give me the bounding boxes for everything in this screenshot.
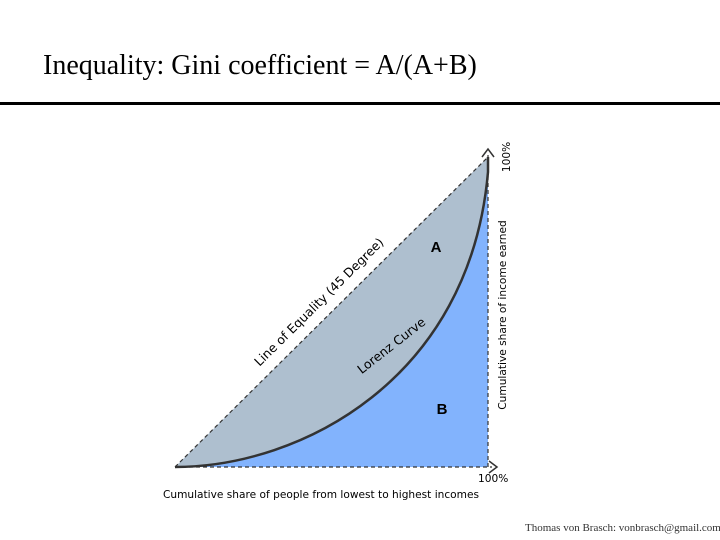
lorenz-curve-line [174,157,490,469]
area-a-label: A [431,239,442,256]
area-b [175,172,488,467]
footer-credit: Thomas von Brasch: vonbrasch@gmail.com [525,522,720,534]
area-b-label: B [437,401,448,418]
y-axis-max-label: 100% [501,142,513,172]
x-axis-arrow [488,460,499,474]
x-axis-label: Cumulative share of people from lowest t… [163,489,479,501]
y-axis-arrow [481,147,495,158]
x-axis-max-label: 100% [478,473,508,485]
title-divider [0,102,720,105]
equality-line [174,156,489,468]
y-axis-label: Cumulative share of income earned [497,220,509,409]
slide-title: Inequality: Gini coefficient = A/(A+B) [43,50,477,81]
